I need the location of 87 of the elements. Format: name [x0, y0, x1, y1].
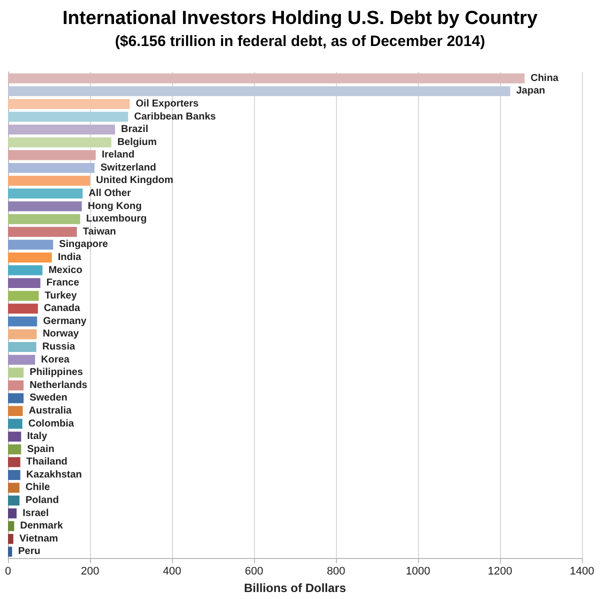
bar: [8, 546, 12, 557]
y-tick-label: France: [46, 278, 80, 289]
y-tick-label: Netherlands: [30, 380, 88, 391]
y-tick-label: Hong Kong: [88, 200, 142, 212]
y-tick-label: China: [530, 72, 559, 84]
bar: [8, 214, 80, 224]
y-tick-label: All Other: [88, 188, 131, 200]
x-tick-label: 200: [80, 566, 100, 578]
bar: [8, 86, 510, 96]
y-tick-label: Canada: [44, 303, 80, 314]
y-tick-label: Peru: [18, 546, 40, 558]
bar: [8, 432, 22, 442]
x-tick-label: 600: [244, 566, 264, 578]
y-tick-label: Kazakhstan: [26, 469, 82, 480]
bar: [8, 393, 24, 404]
chart-title: International Investors Holding U.S. Debt by Country: [62, 8, 538, 29]
bar: [8, 482, 20, 493]
bar: [8, 342, 36, 352]
y-tick-label: Denmark: [20, 520, 64, 532]
y-tick-label: Turkey: [44, 290, 78, 302]
bar: [8, 98, 130, 109]
x-axis-title: Billions of Dollars: [244, 581, 346, 595]
bar: [8, 508, 17, 518]
bar: [8, 137, 112, 148]
bar: [8, 354, 36, 365]
y-tick-label: Australia: [28, 405, 72, 416]
y-tick-label: Taiwan: [82, 226, 116, 238]
y-tick-label: Colombia: [28, 418, 74, 430]
y-tick-label: Vietnam: [19, 533, 58, 544]
bar: [8, 418, 22, 429]
y-tick-label: Chile: [25, 482, 50, 494]
y-tick-label: India: [58, 252, 82, 263]
y-tick-label: United Kingdom: [96, 175, 174, 186]
bar: [8, 112, 128, 122]
y-tick-label: Norway: [42, 328, 80, 340]
bar: [8, 470, 20, 480]
y-tick-label: Russia: [42, 342, 76, 353]
y-tick-label: Singapore: [59, 239, 108, 250]
y-tick-label: Luxembourg: [86, 214, 147, 225]
x-tick-label: 1000: [406, 566, 430, 578]
x-tick-label: 800: [326, 566, 346, 578]
y-tick-label: Japan: [516, 86, 546, 97]
bar: [8, 534, 14, 544]
bar: [8, 329, 37, 340]
chart-subtitle: ($6.156 trillion in federal debt, as of December 2014): [114, 33, 486, 50]
bar: [8, 521, 14, 532]
bar: [8, 162, 95, 173]
y-tick-label: Ireland: [102, 150, 135, 161]
bar: [8, 278, 40, 288]
bar: [8, 188, 83, 199]
bar: [8, 124, 116, 135]
x-tick-label: 1400: [570, 566, 594, 578]
y-tick-label: Belgium: [117, 136, 157, 148]
y-tick-label: Switzerland: [100, 162, 156, 174]
y-tick-label: Italy: [27, 431, 48, 442]
x-tick-label: 1200: [488, 566, 512, 578]
y-tick-label: Israel: [22, 508, 49, 519]
bar: [8, 290, 39, 301]
y-tick-label: Caribbean Banks: [134, 111, 216, 122]
y-tick-label: Mexico: [48, 264, 82, 276]
bar: [8, 380, 24, 390]
y-tick-label: Korea: [41, 354, 70, 366]
bar: [8, 444, 22, 454]
y-tick-label: Oil Exporters: [136, 98, 200, 110]
y-tick-label: Brazil: [121, 124, 148, 136]
bar: [8, 368, 24, 378]
bar: [8, 240, 54, 250]
bar: [8, 252, 52, 262]
bar: [8, 316, 38, 326]
y-tick-label: Germany: [43, 316, 87, 327]
bar: [8, 201, 82, 212]
x-tick-label: 0: [4, 566, 12, 578]
x-tick-label: 400: [162, 566, 182, 578]
bar: [8, 304, 38, 314]
bar: [8, 73, 525, 84]
y-tick-label: Thailand: [26, 456, 68, 468]
y-tick-label: Philippines: [30, 367, 84, 378]
bar: [8, 176, 90, 186]
y-tick-label: Spain: [27, 444, 54, 455]
bar: [8, 406, 23, 416]
bar: [8, 150, 96, 160]
bar: [8, 457, 20, 468]
bar: [8, 265, 42, 276]
y-tick-label: Sweden: [30, 392, 68, 404]
bar: [8, 496, 20, 506]
bar: [8, 226, 77, 237]
y-tick-label: Poland: [25, 495, 59, 506]
